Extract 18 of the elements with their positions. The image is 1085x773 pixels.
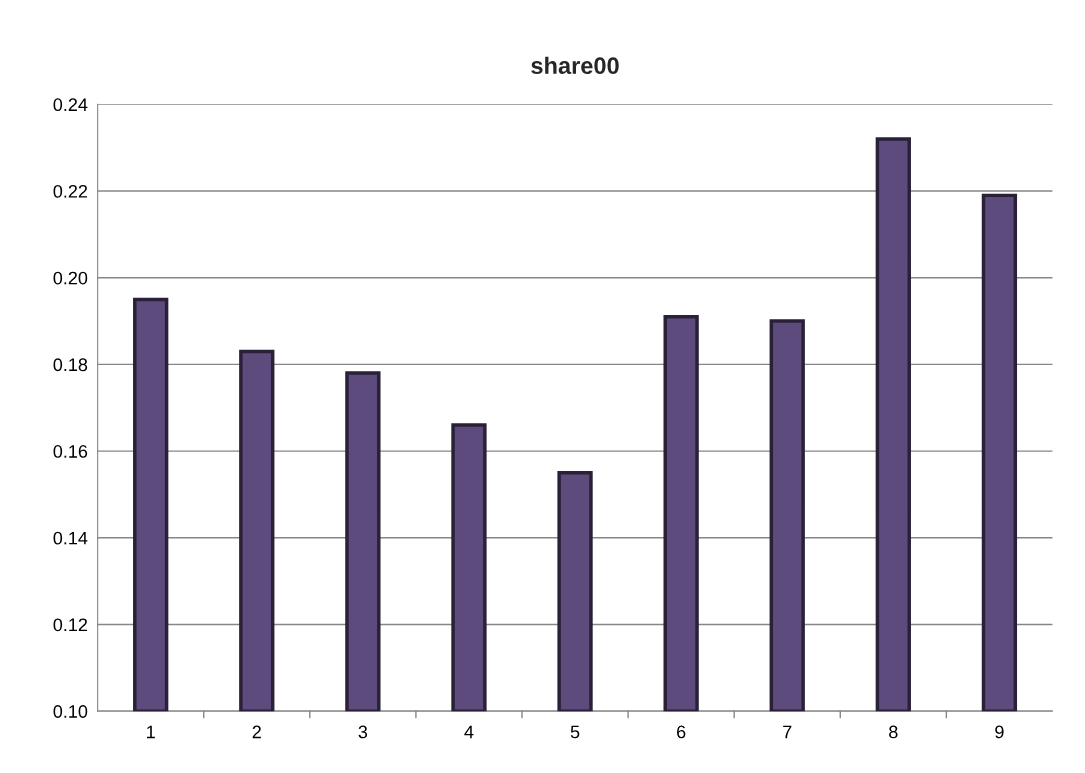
y-tick-label: 0.14 (53, 531, 88, 545)
chart-title: share00 (531, 56, 619, 75)
y-tick-label: 0.22 (53, 184, 88, 198)
y-tick-label: 0.18 (53, 358, 88, 372)
y-tick-label: 0.10 (53, 705, 88, 718)
x-tick-label: 6 (677, 725, 686, 739)
x-tick-label: 3 (358, 725, 368, 739)
y-tick-label: 0.12 (53, 618, 88, 632)
y-tick-label: 0.24 (53, 98, 88, 112)
x-tick-label: 7 (783, 725, 792, 739)
x-tick-label: 1 (147, 725, 155, 739)
y-tick-label: 0.16 (53, 445, 88, 458)
x-tick-label: 9 (995, 725, 1004, 739)
x-tick-label: 8 (889, 725, 898, 739)
x-tick-label: 5 (570, 725, 580, 739)
y-tick-label: 0.20 (53, 271, 88, 285)
x-tick-label: 2 (252, 725, 261, 739)
x-tick-label: 4 (464, 725, 474, 739)
